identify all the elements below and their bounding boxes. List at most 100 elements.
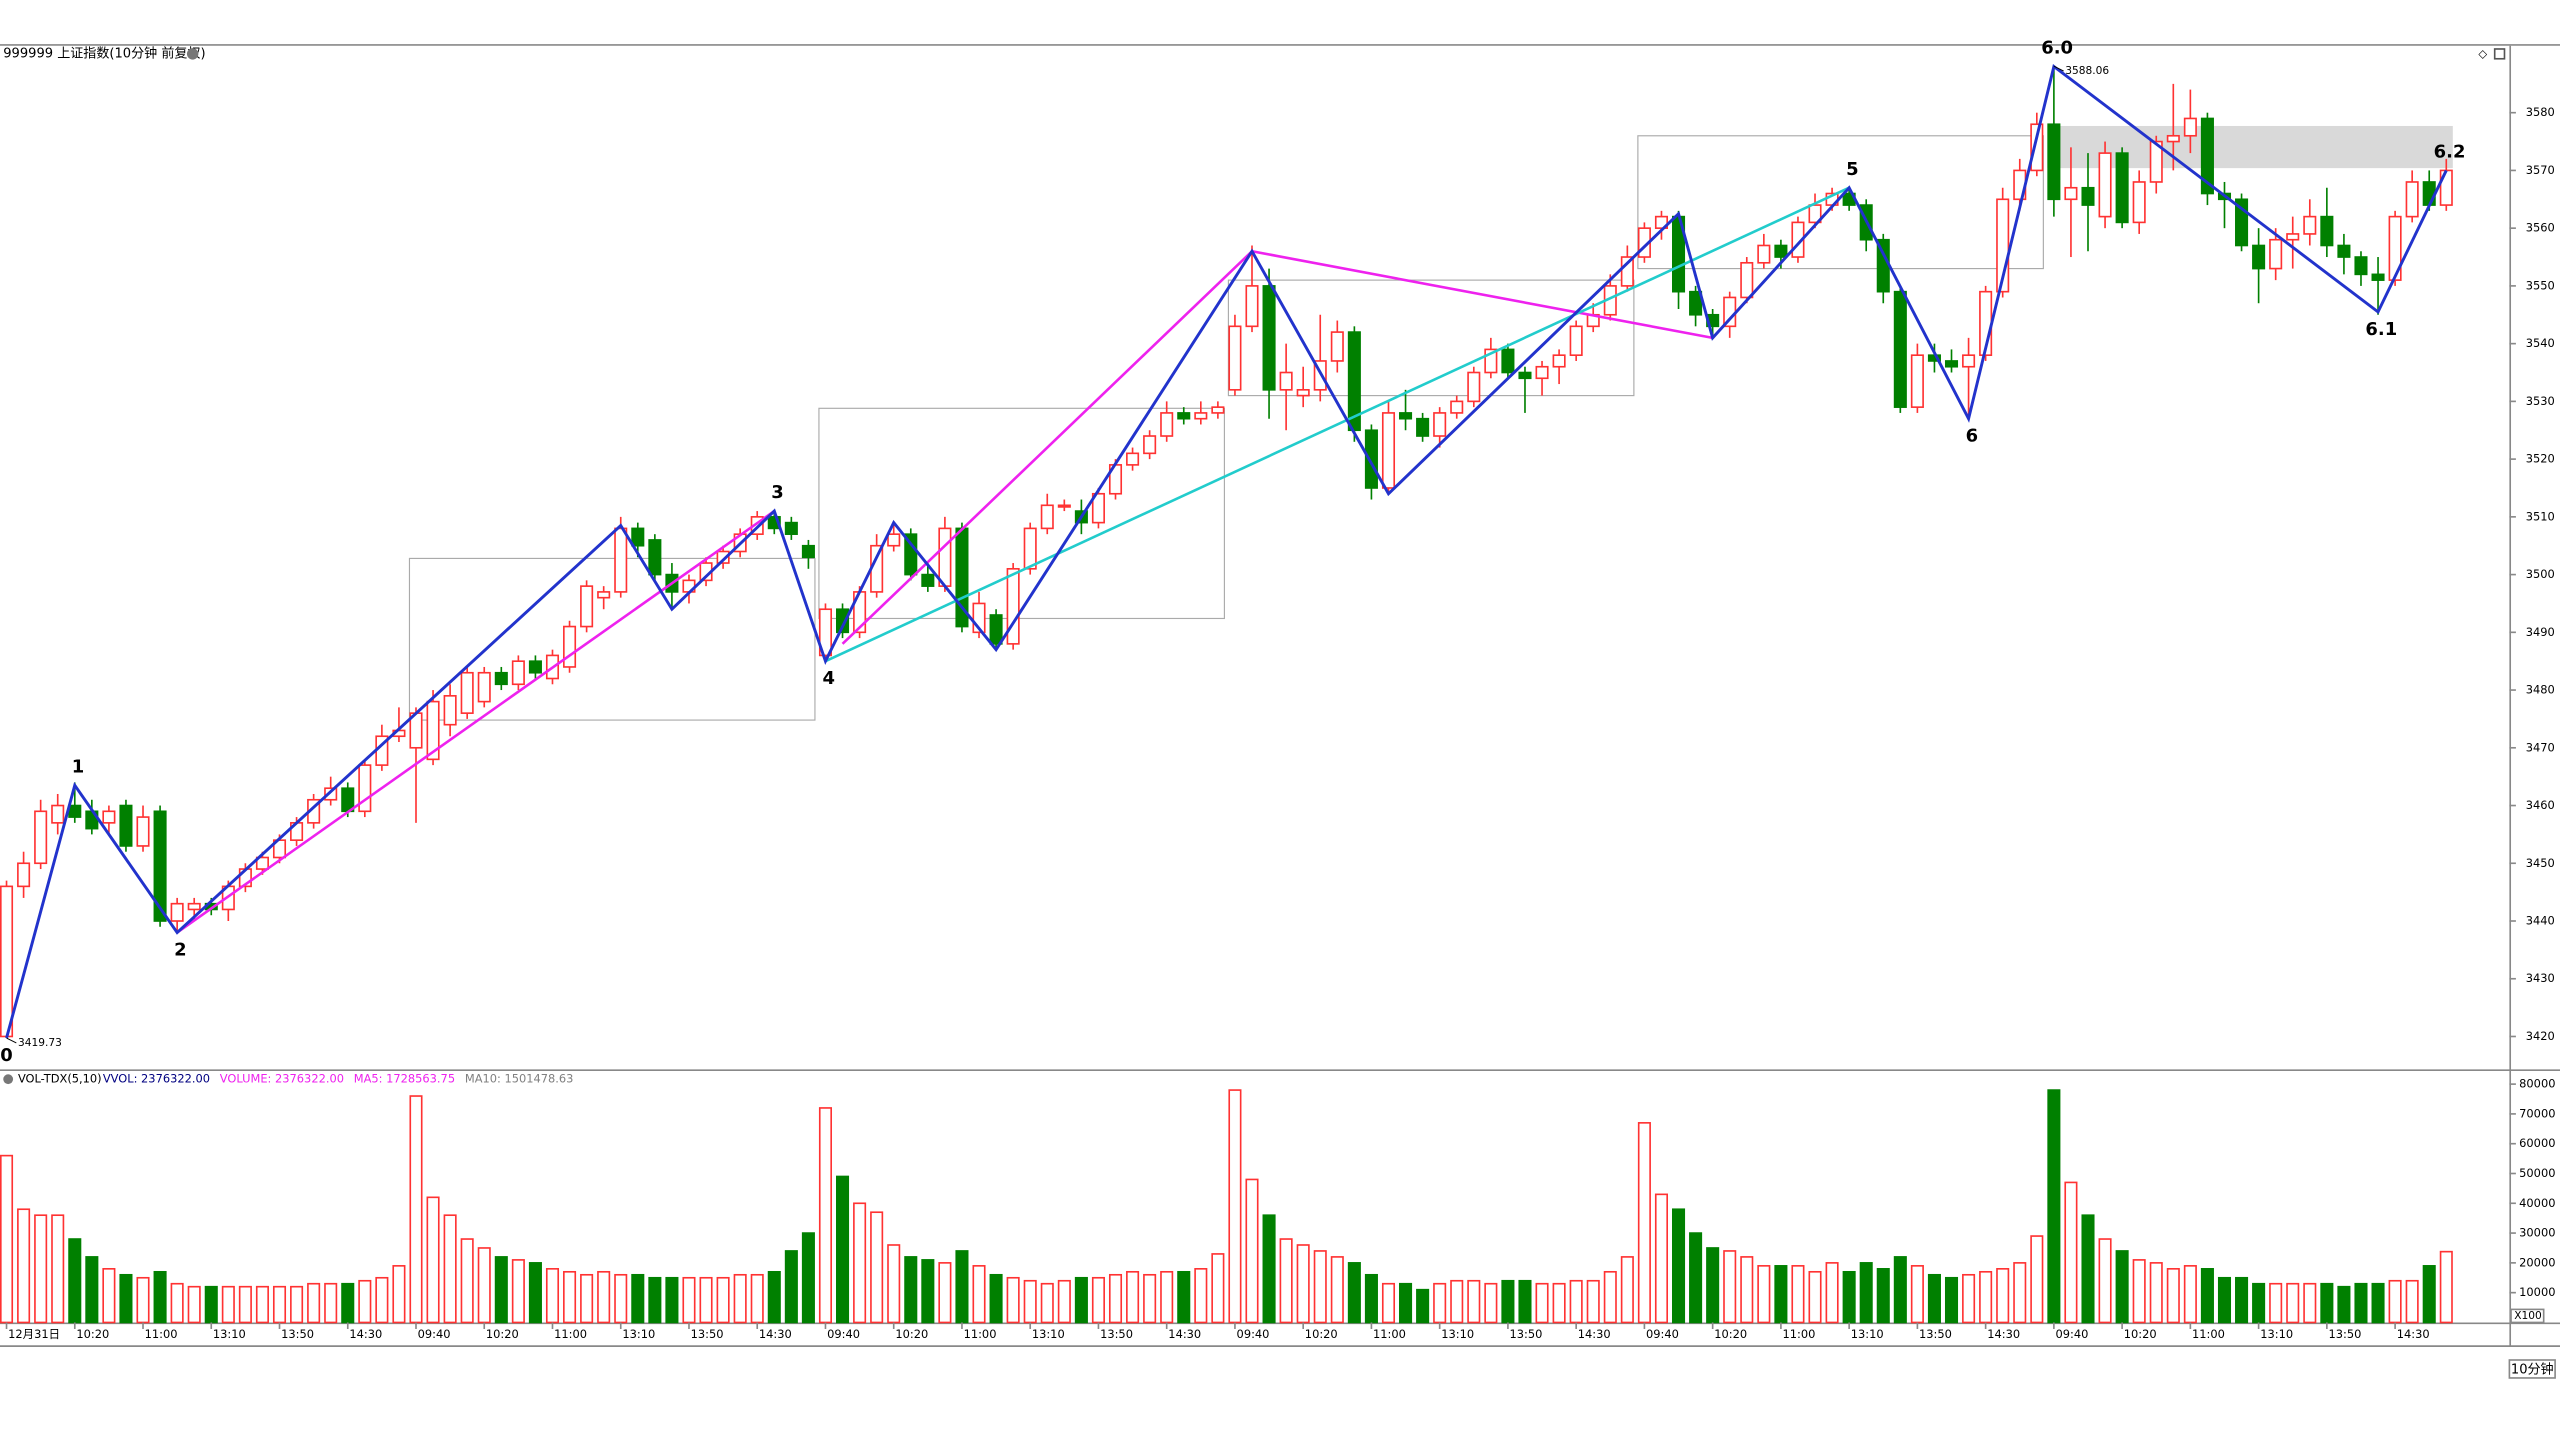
volume-bar	[409, 1095, 423, 1324]
candle-body	[1944, 360, 1959, 368]
candle-body	[972, 602, 986, 634]
zigzag-label: 2	[174, 940, 186, 961]
candle-body	[1364, 429, 1378, 489]
volume-bar	[921, 1259, 935, 1324]
candle-body	[1330, 331, 1344, 362]
candle-body	[1433, 412, 1447, 437]
volume-bar	[324, 1282, 338, 1324]
zigzag-label: 6.2	[2434, 141, 2466, 162]
window-icon[interactable]	[2493, 48, 2506, 60]
y-tick-label: 3540	[2526, 336, 2555, 350]
volume-bar	[1979, 1270, 1993, 1324]
candle-body	[1245, 285, 1259, 328]
candle-body	[426, 700, 440, 761]
volume-bar	[221, 1285, 235, 1324]
volume-bar	[1620, 1256, 1634, 1324]
x-tick-label: 10:20	[1305, 1327, 1338, 1341]
candle-body	[1757, 244, 1771, 264]
volume-bar	[1944, 1276, 1959, 1324]
volume-bar	[238, 1285, 252, 1324]
volume-bar	[767, 1270, 781, 1324]
volume-legend-entry: VOLUME: 2376322.00	[220, 1072, 344, 1086]
candle-body	[2098, 152, 2112, 218]
candle-body	[2200, 117, 2214, 195]
candle-body	[2388, 215, 2402, 281]
volume-bar	[153, 1270, 167, 1324]
candle-body	[2235, 198, 2249, 247]
x-tick-label: 09:40	[1237, 1327, 1270, 1341]
volume-bar	[665, 1276, 679, 1324]
volume-bar	[563, 1270, 577, 1324]
period-box[interactable]	[2508, 1359, 2556, 1379]
volume-bar	[2132, 1259, 2146, 1324]
candle-body	[68, 804, 82, 818]
candle-body	[2183, 117, 2197, 137]
y-tick-label: 3480	[2526, 683, 2555, 697]
volume-bar	[1893, 1256, 1907, 1324]
volume-bar	[528, 1262, 542, 1324]
volume-bar	[580, 1273, 594, 1324]
volume-bar	[648, 1276, 662, 1324]
volume-bar	[2115, 1250, 2129, 1324]
volume-bar	[1484, 1282, 1498, 1324]
y-tick-label: 3430	[2526, 971, 2555, 985]
candle-body	[2337, 244, 2351, 258]
x-tick-label: 09:40	[827, 1327, 860, 1341]
volume-bar	[1126, 1270, 1140, 1324]
candle-body	[887, 533, 901, 547]
x-tick-label: 13:10	[1441, 1327, 1474, 1341]
volume-bar	[2303, 1282, 2317, 1324]
volume-bar	[1723, 1250, 1737, 1324]
volume-bar	[750, 1273, 764, 1324]
x-tick-label: 09:40	[2056, 1327, 2089, 1341]
volume-bar	[2405, 1279, 2419, 1324]
volume-bar	[34, 1214, 48, 1324]
candle-body	[921, 573, 935, 587]
volume-bar	[1740, 1256, 1754, 1324]
y-tick-label: 3580	[2526, 105, 2555, 119]
volume-tick-label: 10000	[2519, 1285, 2555, 1299]
volume-bar	[2320, 1282, 2334, 1324]
volume-bar	[1416, 1288, 1430, 1324]
candle-body	[2064, 186, 2078, 201]
period-label[interactable]: 10分钟	[2511, 1361, 2554, 1377]
x-tick-label: 13:50	[691, 1327, 724, 1341]
candle-body	[1569, 325, 1583, 356]
candle-body	[1177, 412, 1191, 420]
zigzag-label: 6	[1966, 426, 1978, 447]
y-tick-label: 3420	[2526, 1029, 2555, 1043]
volume-bar	[1091, 1276, 1105, 1324]
volume-tick-label: 50000	[2519, 1166, 2555, 1180]
volume-bar	[2047, 1089, 2061, 1324]
volume-bar	[2149, 1262, 2163, 1324]
volume-bar	[375, 1276, 389, 1324]
candle-body	[2303, 215, 2317, 235]
volume-bar	[2064, 1181, 2078, 1324]
volume-bar	[1603, 1270, 1617, 1324]
candle-body	[1211, 406, 1225, 414]
candle-body	[835, 608, 850, 634]
candle-body	[1091, 492, 1105, 524]
candle-body	[1126, 452, 1140, 466]
x-tick-label: 14:30	[349, 1327, 382, 1341]
x-tick-label: 11:00	[554, 1327, 587, 1341]
x-tick-label: 11:00	[964, 1327, 997, 1341]
volume-bar	[699, 1276, 713, 1324]
candle-body	[1535, 365, 1549, 380]
diamond-icon[interactable]: ◇	[2478, 46, 2487, 60]
candle-body	[1194, 412, 1208, 420]
volume-bar	[1910, 1265, 1924, 1324]
volume-bar	[1330, 1256, 1344, 1324]
volume-bar	[545, 1268, 560, 1324]
range-box	[1637, 135, 2044, 270]
volume-bar	[1467, 1279, 1481, 1324]
candle-body	[1996, 198, 2010, 293]
trend-line	[176, 510, 776, 934]
candle-body	[597, 591, 611, 599]
candle-body	[1279, 371, 1293, 391]
volume-bar	[2337, 1285, 2351, 1324]
volume-bar	[1143, 1273, 1157, 1324]
x-tick-label: 09:40	[1646, 1327, 1679, 1341]
volume-bar	[255, 1285, 269, 1324]
volume-bar	[2183, 1265, 2197, 1324]
